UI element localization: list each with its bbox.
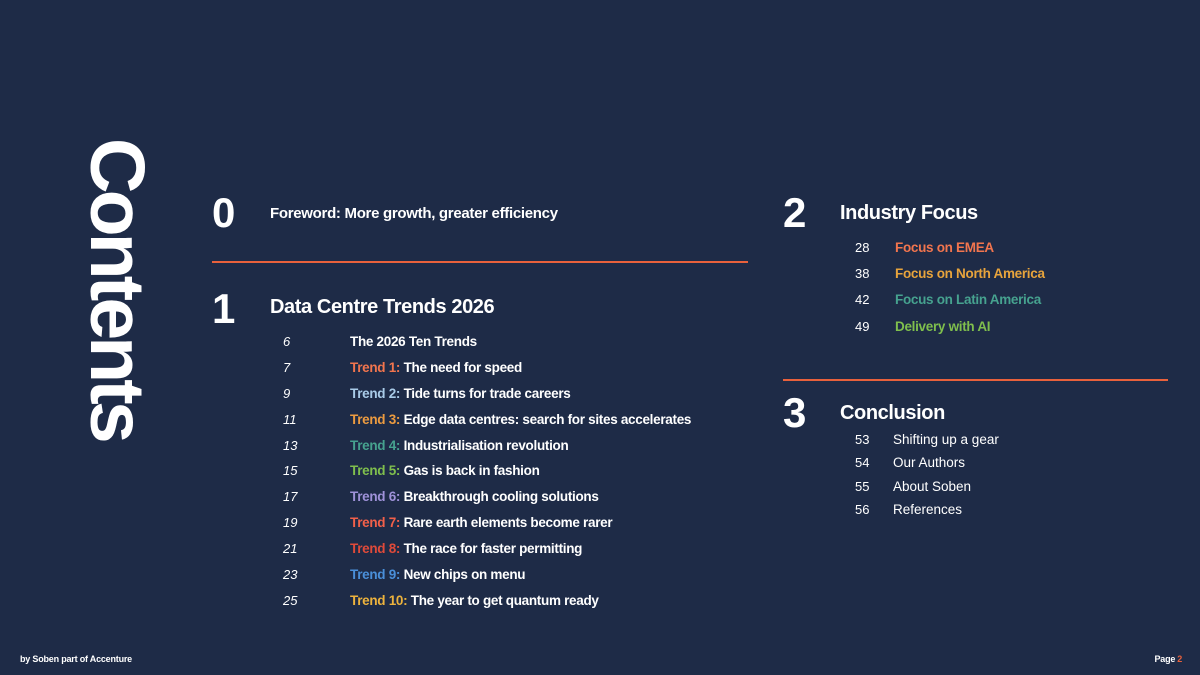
toc-entry-page-number: 23 (283, 567, 298, 583)
toc-entry-label: References (893, 502, 963, 518)
toc-entry-trend-prefix: Trend 9: (350, 567, 404, 583)
toc-entry[interactable]: 7 Trend 1: The need for speed (283, 360, 691, 386)
toc-entry[interactable]: 23 Trend 9: New chips on menu (283, 567, 691, 593)
toc-entry-label: About Soben (893, 478, 972, 494)
toc-entry-label: Trend 5: Gas is back in fashion (350, 463, 540, 478)
toc-entry-trend-prefix: Trend 1: (350, 359, 404, 375)
toc-entry-label: Trend 7: Rare earth elements become rare… (350, 515, 613, 531)
toc-entry-label: Trend 10: The year to get quantum ready (350, 593, 599, 608)
toc-entry-trend-prefix: Trend 8: (350, 541, 404, 557)
toc-entry-page-number: 38 (855, 266, 870, 282)
industry-focus-section-title: Industry Focus (840, 202, 978, 224)
toc-entry[interactable]: 11 Trend 3: Edge data centres: search for… (283, 412, 691, 438)
conclusion-toc-list: 53 Shifting up a gear 54 Our Authors 55 About… (855, 432, 999, 526)
page-title: Contents (74, 138, 160, 440)
toc-entry[interactable]: 54 Our Authors (855, 455, 999, 478)
toc-entry[interactable]: 13 Trend 4: Industrialisation revolution (283, 438, 691, 464)
toc-entry-label: Trend 6: Breakthrough cooling solutions (350, 489, 599, 504)
toc-entry-page-number: 7 (283, 359, 291, 375)
toc-entry[interactable]: 42 Focus on Latin America (855, 292, 1045, 318)
toc-entry-label: The 2026 Ten Trends (350, 334, 477, 349)
footer-credit: by Soben part of Accenture (20, 654, 132, 664)
toc-entry-page-number: 53 (855, 432, 870, 447)
toc-entry-page-number: 15 (283, 463, 298, 479)
toc-entry[interactable]: 6 The 2026 Ten Trends (283, 334, 691, 360)
toc-entry-label: Trend 9: New chips on menu (350, 567, 526, 583)
section-number-conclusion: 3 (783, 389, 806, 436)
footer-page-label: Page (1154, 654, 1176, 664)
footer-page: Page 2 (1154, 654, 1182, 664)
toc-entry[interactable]: 56 References (855, 502, 999, 525)
industry-focus-toc-list: 28 Focus on EMEA 38 Focus on North America 4… (855, 240, 1045, 345)
toc-entry-text: Tide turns for trade careers (403, 385, 571, 401)
section-number-industry-focus: 2 (783, 189, 806, 236)
toc-entry-text: The year to get quantum ready (410, 592, 599, 608)
toc-entry-label: Trend 1: The need for speed (350, 360, 522, 375)
toc-entry[interactable]: 28 Focus on EMEA (855, 240, 1045, 266)
toc-entry-trend-prefix: Trend 4: (350, 437, 404, 453)
toc-entry-text: Rare earth elements become rarer (403, 515, 613, 531)
footer-page-number: 2 (1177, 654, 1182, 664)
toc-entry[interactable]: 15 Trend 5: Gas is back in fashion (283, 463, 691, 489)
section-number-foreword: 0 (212, 189, 235, 236)
toc-entry-page-number: 42 (855, 292, 870, 308)
toc-entry-page-number: 21 (283, 541, 298, 557)
toc-entry[interactable]: 9 Trend 2: Tide turns for trade careers (283, 386, 691, 412)
toc-entry-page-number: 49 (855, 318, 870, 334)
toc-entry-page-number: 11 (283, 411, 297, 427)
toc-entry-page-number: 19 (283, 515, 298, 531)
toc-entry-text: Gas is back in fashion (403, 463, 540, 479)
toc-entry-trend-prefix: Trend 7: (350, 515, 404, 531)
toc-entry-label: Focus on North America (895, 266, 1045, 282)
toc-entry-text: Breakthrough cooling solutions (403, 489, 599, 505)
toc-entry-page-number: 28 (855, 240, 870, 255)
toc-entry[interactable]: 19 Trend 7: Rare earth elements become ra… (283, 515, 691, 541)
toc-entry[interactable]: 53 Shifting up a gear (855, 432, 999, 455)
toc-entry[interactable]: 17 Trend 6: Breakthrough cooling solution… (283, 489, 691, 515)
conclusion-section-title: Conclusion (840, 402, 945, 424)
toc-entry-label: Trend 4: Industrialisation revolution (350, 437, 569, 453)
toc-entry-label: Focus on EMEA (895, 240, 994, 255)
toc-entry-text: New chips on menu (403, 567, 526, 583)
divider-line (212, 261, 748, 263)
toc-entry-trend-prefix: Trend 3: (350, 411, 404, 427)
toc-entry[interactable]: 55 About Soben (855, 479, 999, 502)
toc-entry-trend-prefix: Trend 2: (350, 385, 404, 401)
toc-entry-label: Shifting up a gear (893, 432, 999, 447)
toc-entry-label: Focus on Latin America (895, 292, 1041, 308)
trends-section-title: Data Centre Trends 2026 (270, 296, 495, 318)
toc-entry-page-number: 25 (283, 592, 298, 608)
toc-entry-page-number: 54 (855, 455, 870, 471)
toc-entry[interactable]: 38 Focus on North America (855, 266, 1045, 292)
toc-entry-label: Trend 2: Tide turns for trade careers (350, 385, 571, 401)
toc-entry-trend-prefix: Trend 5: (350, 463, 404, 479)
toc-entry-page-number: 9 (283, 385, 291, 401)
toc-entry-label: Our Authors (893, 455, 966, 471)
toc-entry-page-number: 6 (283, 334, 291, 349)
toc-entry-label: Trend 8: The race for faster permitting (350, 541, 582, 556)
toc-entry-text: Edge data centres: search for sites acce… (403, 411, 692, 427)
toc-entry[interactable]: 49 Delivery with AI (855, 319, 1045, 345)
toc-entry-page-number: 17 (283, 489, 298, 505)
toc-entry-trend-prefix: Trend 10: (350, 592, 411, 608)
toc-entry[interactable]: 25 Trend 10: The year to get quantum read… (283, 593, 691, 619)
toc-entry-label: Delivery with AI (895, 318, 991, 334)
trends-toc-list: 6 The 2026 Ten Trends 7 Trend 1: The need f… (283, 334, 691, 619)
toc-entry-text: The need for speed (403, 359, 523, 375)
toc-entry[interactable]: 21 Trend 8: The race for faster permittin… (283, 541, 691, 567)
toc-entry-text: Industrialisation revolution (403, 437, 569, 453)
divider-line (783, 379, 1168, 381)
toc-entry-trend-prefix: Trend 6: (350, 489, 404, 505)
section-number-trends: 1 (212, 285, 235, 332)
toc-entry-page-number: 55 (855, 478, 870, 494)
foreword-title[interactable]: Foreword: More growth, greater efficienc… (270, 205, 558, 222)
toc-entry-page-number: 13 (283, 437, 298, 453)
toc-entry-page-number: 56 (855, 502, 870, 518)
toc-entry-text: The race for faster permitting (403, 541, 583, 557)
toc-entry-label: Trend 3: Edge data centres: search for s… (350, 412, 691, 427)
